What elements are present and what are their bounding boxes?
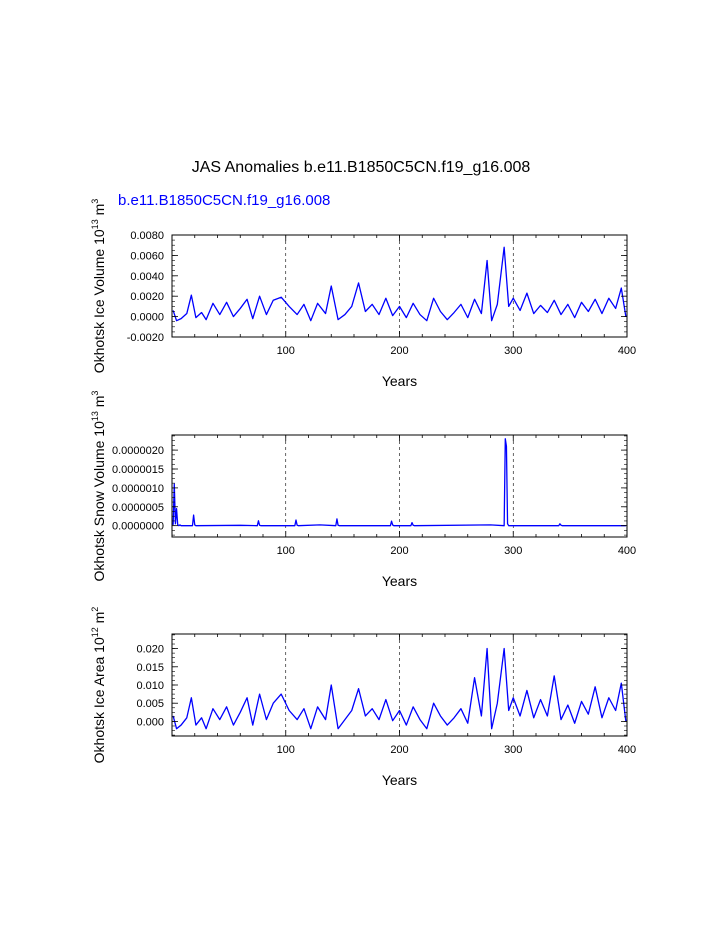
- x-tick-label: 400: [618, 744, 636, 756]
- y-tick-label: 0.0000015: [112, 464, 164, 476]
- y-tick-label: 0.0000: [130, 312, 164, 324]
- y-tick-label: 0.020: [136, 644, 164, 656]
- y-tick-label: 0.0040: [130, 271, 164, 283]
- x-tick-label: 200: [390, 345, 408, 357]
- x-tick-label: 300: [504, 345, 522, 357]
- y-tick-label: 0.0000010: [112, 483, 164, 495]
- x-tick-label: 400: [618, 345, 636, 357]
- y-axis-label: Okhotsk Snow Volume 1013 m3: [90, 391, 107, 582]
- y-axis-label: Okhotsk Ice Area 1012 m2: [90, 607, 107, 764]
- x-tick-label: 300: [504, 545, 522, 557]
- y-tick-label: 0.0020: [130, 291, 164, 303]
- series-line: [172, 246, 627, 322]
- chart-panel-1: 100 200 300 400 -0.0020 0.0000 0.0020 0.0040 0.0…: [90, 199, 636, 389]
- chart-panel-3: 100 200 300 400 0.000 0.005 0.010 0.015 0.020 Yea…: [90, 607, 636, 788]
- x-tick-label: 100: [277, 744, 295, 756]
- y-tick-label: 0.015: [136, 662, 164, 674]
- y-tick-label: 0.0060: [130, 250, 164, 262]
- x-axis-label: Years: [382, 373, 417, 389]
- y-tick-label: 0.0000020: [112, 445, 164, 457]
- x-tick-label: 100: [277, 345, 295, 357]
- x-tick-label: 100: [277, 545, 295, 557]
- y-tick-label: -0.0020: [127, 332, 164, 344]
- x-tick-label: 400: [618, 545, 636, 557]
- y-tick-label: 0.000: [136, 716, 164, 728]
- y-tick-label: 0.005: [136, 698, 164, 710]
- x-axis-label: Years: [382, 573, 417, 589]
- y-tick-label: 0.0080: [130, 230, 164, 242]
- y-tick-label: 0.0000005: [112, 502, 164, 514]
- x-axis-label: Years: [382, 772, 417, 788]
- chart-panel-2: 100 200 300 400 0.0000000 0.0000005 0.0000010 0…: [90, 391, 636, 589]
- x-tick-label: 300: [504, 744, 522, 756]
- x-tick-label: 200: [390, 545, 408, 557]
- figure-subtitle: b.e11.B1850C5CN.f19_g16.008: [118, 192, 330, 209]
- x-tick-label: 200: [390, 744, 408, 756]
- y-tick-label: 0.010: [136, 680, 164, 692]
- y-axis-label: Okhotsk Ice Volume 1013 m3: [90, 199, 107, 374]
- series-line: [172, 438, 626, 527]
- series-line: [172, 647, 627, 730]
- y-tick-label: 0.0000000: [112, 521, 164, 533]
- figure-title: JAS Anomalies b.e11.B1850C5CN.f19_g16.00…: [192, 159, 531, 176]
